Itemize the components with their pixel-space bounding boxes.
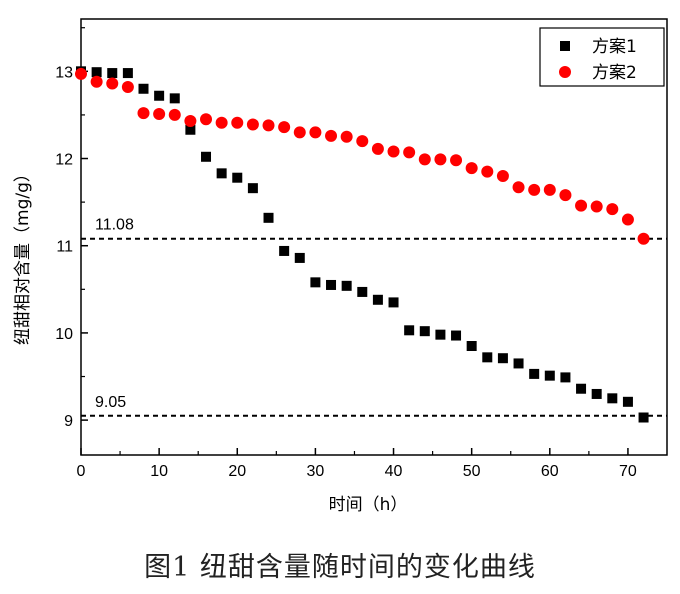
data-point-series2: [215, 116, 228, 129]
data-point-series1: [341, 280, 352, 291]
data-point-series1: [232, 172, 243, 183]
data-point-series2: [246, 118, 259, 131]
data-point-series1: [185, 124, 196, 135]
data-point-series2: [231, 116, 244, 129]
y-tick-label: 13: [55, 64, 73, 81]
data-point-series1: [591, 388, 602, 399]
data-point-series2: [200, 113, 213, 126]
data-point-series1: [466, 341, 477, 351]
x-tick-label: 0: [77, 463, 86, 480]
data-point-series1: [326, 279, 337, 290]
data-point-series2: [153, 108, 166, 121]
data-point-series2: [575, 199, 588, 212]
data-point-series1: [497, 353, 508, 364]
data-point-series1: [513, 358, 524, 369]
data-point-series2: [559, 189, 572, 202]
data-point-series2: [403, 146, 416, 159]
legend-marker-series1: [560, 41, 570, 51]
data-point-series1: [419, 326, 430, 337]
data-point-series1: [529, 368, 540, 379]
x-tick-label: 10: [150, 463, 168, 480]
reference-line-label: 11.08: [95, 217, 134, 234]
data-point-series2: [637, 232, 650, 245]
data-point-series1: [138, 83, 149, 94]
data-point-series1: [372, 294, 383, 305]
data-point-series1: [279, 245, 290, 256]
data-point-series2: [434, 153, 447, 166]
data-point-series1: [122, 68, 133, 79]
data-point-series2: [75, 67, 87, 80]
data-point-series1: [638, 412, 649, 423]
data-point-series1: [357, 286, 368, 297]
data-point-series1: [294, 252, 305, 263]
data-point-series1: [216, 168, 227, 179]
data-point-series1: [544, 370, 555, 381]
data-point-series1: [576, 383, 587, 394]
data-point-series2: [481, 165, 494, 178]
data-point-series2: [465, 162, 478, 175]
data-point-series2: [512, 181, 525, 194]
data-point-series2: [590, 200, 603, 213]
y-tick-label: 10: [55, 326, 73, 343]
reference-line-label: 9.05: [95, 394, 126, 411]
data-point-series1: [435, 329, 446, 340]
data-point-series1: [622, 396, 633, 407]
data-point-series2: [371, 142, 384, 155]
data-point-series1: [560, 372, 571, 383]
data-point-series2: [121, 81, 134, 94]
figure-caption: 图1 纽甜含量随时间的变化曲线: [144, 552, 536, 583]
data-point-series2: [325, 129, 338, 142]
data-point-series2: [543, 183, 556, 196]
x-tick-label: 30: [307, 463, 325, 480]
data-point-series1: [310, 277, 321, 288]
x-tick-label: 20: [228, 463, 246, 480]
data-point-series2: [450, 154, 463, 167]
data-point-series2: [184, 115, 197, 128]
data-point-series1: [107, 68, 118, 79]
x-tick-label: 60: [541, 463, 559, 480]
data-point-series1: [201, 151, 212, 162]
data-point-series2: [262, 119, 275, 132]
legend-label: 方案2: [592, 63, 637, 83]
data-point-series2: [90, 75, 103, 88]
data-point-series1: [263, 212, 274, 223]
data-point-series2: [293, 126, 306, 139]
data-point-series1: [247, 183, 258, 194]
x-tick-label: 50: [463, 463, 481, 480]
data-point-series2: [168, 108, 181, 121]
data-point-series1: [404, 325, 415, 336]
legend-label: 方案1: [592, 37, 637, 57]
data-point-series2: [606, 203, 619, 216]
y-tick-label: 12: [55, 152, 73, 169]
data-point-series2: [356, 135, 369, 148]
plot-frame: [80, 18, 668, 456]
x-tick-label: 70: [619, 463, 637, 480]
data-point-series2: [309, 126, 322, 139]
legend-marker-series2: [559, 66, 571, 78]
data-point-series1: [451, 330, 462, 341]
data-point-series2: [528, 183, 541, 196]
data-point-series2: [137, 107, 150, 120]
data-point-series1: [607, 393, 618, 404]
x-axis-title: 时间（h）: [329, 495, 408, 515]
data-point-series2: [621, 213, 634, 226]
y-tick-label: 9: [64, 413, 73, 430]
x-tick-label: 40: [385, 463, 403, 480]
legend-box: [539, 27, 665, 87]
data-point-series1: [154, 90, 165, 101]
data-point-series1: [482, 352, 493, 363]
data-point-series2: [418, 153, 431, 166]
data-point-series2: [387, 145, 400, 158]
chart-svg: 0 10 20 30 40 50 60 70 9 10 11 12 13 时间（h） 纽甜相对含量（mg/g…: [13, 18, 668, 515]
data-point-series1: [91, 67, 102, 78]
data-point-series2: [278, 121, 291, 134]
data-point-series1: [388, 297, 399, 308]
data-point-series2: [106, 77, 119, 90]
y-axis-title: 纽甜相对含量（mg/g）: [13, 165, 33, 345]
data-point-series1: [169, 93, 180, 104]
data-point-series2: [496, 169, 509, 182]
data-point-series2: [340, 130, 353, 143]
y-tick-label: 11: [56, 239, 73, 256]
